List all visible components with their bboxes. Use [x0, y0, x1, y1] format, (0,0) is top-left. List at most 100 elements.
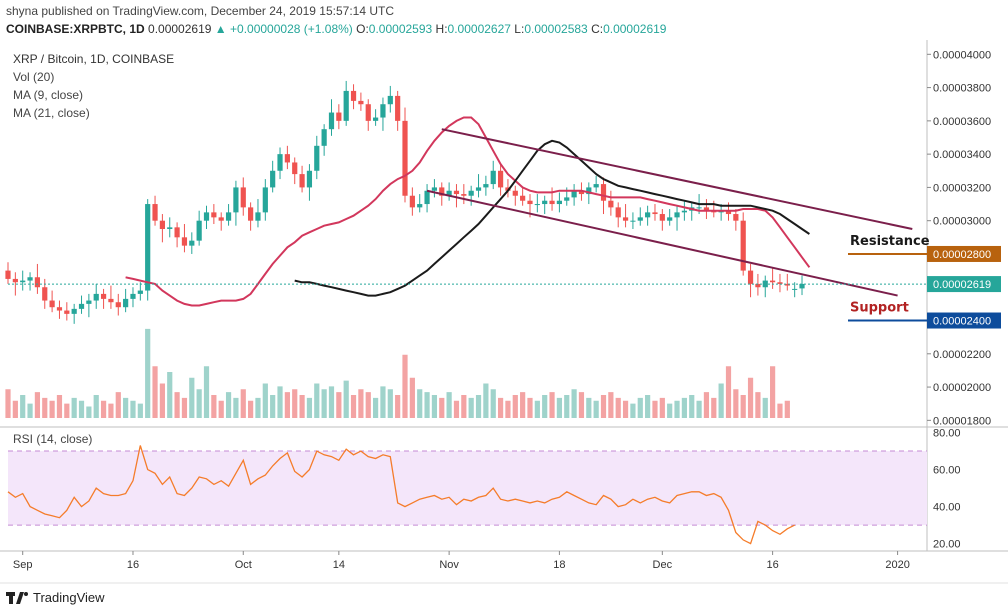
candle-body — [395, 95, 401, 121]
volume-bar — [233, 397, 239, 418]
candle-body — [439, 187, 445, 196]
candle-body — [292, 162, 298, 175]
last-price: 0.00002619 — [148, 22, 212, 36]
candle-body — [270, 170, 276, 188]
symbol-name: COINBASE:XRPBTC, 1D — [6, 22, 145, 36]
volume-bar — [534, 400, 540, 418]
time-tick-label: Nov — [439, 559, 459, 571]
candle-body — [314, 145, 320, 171]
volume-bar — [681, 397, 687, 418]
volume-bar — [409, 377, 415, 418]
volume-bar — [71, 397, 77, 418]
price-tick-label: 0.00003800 — [933, 83, 991, 95]
volume-bar — [784, 400, 790, 418]
volume-bar — [306, 397, 313, 418]
volume-bar — [571, 389, 577, 418]
volume-bar — [328, 386, 335, 418]
close-value: 0.00002619 — [603, 22, 667, 36]
volume-bar — [181, 397, 188, 418]
candle-body — [534, 204, 540, 206]
volume-bar — [652, 400, 658, 418]
volume-bar — [350, 395, 357, 418]
rsi-band — [8, 451, 927, 526]
candle-body — [248, 207, 254, 221]
support-price-tag: 0.00002400 — [933, 316, 991, 328]
price-tick-label: 0.00003400 — [933, 149, 991, 161]
ma21-legend[interactable]: MA (21, close) — [13, 106, 90, 120]
volume-bar — [718, 383, 724, 418]
rsi-tick-label: 20.00 — [933, 539, 961, 551]
candle-body — [512, 190, 518, 196]
volume-bar — [211, 395, 217, 418]
volume-bar — [27, 403, 33, 418]
volume-bar — [248, 400, 254, 418]
tradingview-footer[interactable]: TradingView — [6, 590, 105, 605]
candle-body — [152, 204, 158, 221]
candle-body — [630, 220, 636, 222]
candle-body — [71, 308, 77, 314]
candle-body — [27, 277, 33, 281]
volume-bar — [755, 392, 761, 418]
volume-bar — [123, 397, 129, 418]
volume-bar — [777, 403, 783, 418]
volume-bar — [542, 395, 548, 418]
volume-bar — [461, 395, 467, 418]
volume-bar — [578, 392, 585, 418]
candle-body — [799, 283, 805, 289]
support-price-tag-box — [927, 312, 1001, 329]
volume-bar — [78, 400, 85, 418]
volume-bar — [674, 400, 680, 418]
candle-body — [115, 302, 121, 308]
candle-body — [145, 204, 151, 291]
candle-body — [336, 112, 342, 121]
channel-upper-line — [441, 128, 913, 230]
candle-body — [299, 174, 305, 188]
volume-bar — [608, 392, 614, 418]
candle-body — [409, 195, 415, 208]
volume-bar — [439, 397, 445, 418]
volume-bar — [564, 395, 570, 418]
open-value: 0.00002593 — [368, 22, 433, 36]
candle-body — [747, 270, 754, 284]
volume-bar — [637, 397, 643, 418]
candle-body — [211, 212, 217, 218]
volume-bar — [284, 392, 290, 418]
volume-bar — [108, 403, 114, 418]
rsi-legend[interactable]: RSI (14, close) — [13, 432, 93, 446]
resistance-price-tag: 0.00002800 — [933, 249, 991, 261]
volume-legend[interactable]: Vol (20) — [13, 70, 55, 84]
candle-body — [358, 100, 364, 105]
volume-bar — [292, 389, 298, 418]
candle-body — [365, 104, 371, 121]
price-tick-label: 0.00001800 — [933, 415, 991, 427]
volume-bar — [387, 389, 393, 418]
close-label: C: — [591, 22, 604, 36]
volume-bar — [196, 389, 202, 418]
publisher-line: shyna published on TradingView.com, Dece… — [6, 4, 395, 18]
volume-bar — [358, 389, 364, 418]
volume-bar — [600, 395, 607, 418]
volume-bar — [189, 377, 195, 418]
volume-bar — [586, 397, 592, 418]
candle-body — [770, 280, 776, 283]
volume-bar — [262, 383, 268, 418]
ma9-line — [125, 116, 811, 307]
candle-body — [130, 293, 136, 299]
ma9-legend[interactable]: MA (9, close) — [13, 88, 84, 102]
candle-body — [608, 200, 614, 208]
price-tick-label: 0.00003000 — [933, 216, 991, 228]
volume-bar — [740, 395, 746, 418]
candle-body — [137, 290, 143, 294]
volume-bar — [64, 403, 70, 418]
candle-body — [255, 212, 261, 221]
candle-body — [615, 207, 621, 218]
volume-bar — [725, 366, 732, 418]
volume-bar — [770, 366, 776, 418]
volume-bar — [373, 397, 379, 418]
volume-bar — [402, 354, 408, 418]
time-tick-label: Dec — [653, 559, 673, 571]
candle-body — [78, 303, 85, 309]
high-label: H: — [435, 22, 448, 36]
time-tick-label: 16 — [766, 559, 778, 571]
